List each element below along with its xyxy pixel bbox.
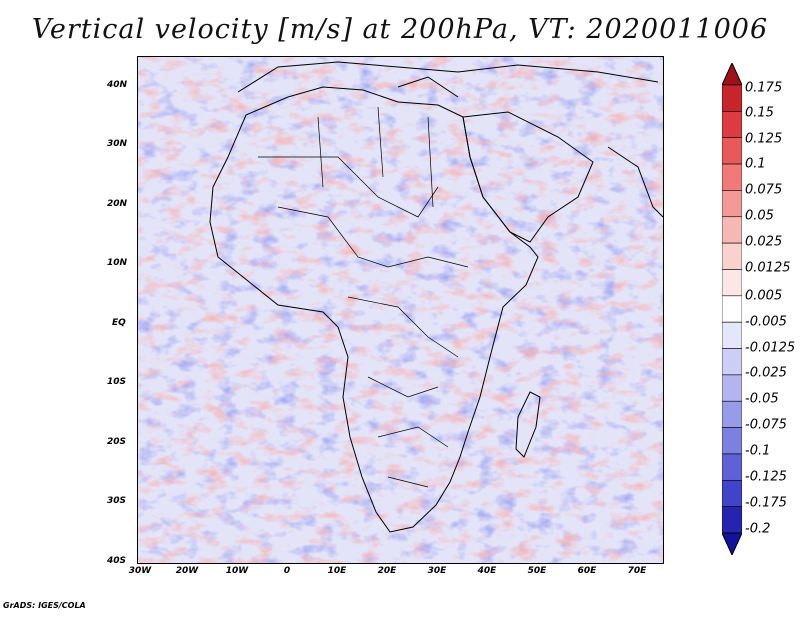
colorbar-label-6: 0.05: [745, 208, 774, 224]
country-borders: [258, 106, 469, 488]
lon-label-50e: 50E: [527, 566, 547, 576]
lon-label-10e: 10E: [327, 566, 347, 576]
colorbar-swatch: [722, 137, 742, 165]
coastlines: [209, 61, 663, 533]
lon-label-70e: 70E: [627, 566, 647, 576]
lon-label-0: 0: [283, 566, 291, 576]
lon-label-60e: 60E: [577, 566, 597, 576]
lat-label-10n: 10N: [107, 258, 128, 268]
india-coastline: [607, 146, 663, 218]
velocity-map: [137, 56, 664, 564]
colorbar-label-4: 0.1: [745, 156, 766, 172]
lat-label-30s: 30S: [107, 496, 127, 506]
map-title: Vertical velocity [m/s] at 200hPa, VT: 2…: [31, 14, 769, 45]
arabia-coastline: [462, 111, 594, 243]
colorbar-swatch: [722, 190, 742, 218]
lon-label-10w: 10W: [225, 566, 249, 576]
colorbar-label-9: 0.005: [745, 288, 783, 304]
lat-label-10s: 10S: [107, 377, 127, 387]
lon-label-20e: 20E: [377, 566, 397, 576]
lat-label-20s: 20S: [107, 437, 127, 447]
lat-label-eq: EQ: [112, 318, 126, 328]
colorbar-label-16: -0.125: [745, 469, 787, 485]
colorbar-swatch: [722, 242, 742, 270]
colorbar-swatch: [722, 453, 742, 481]
lat-label-20n: 20N: [107, 199, 128, 209]
africa-coastline: [209, 86, 539, 533]
colorbar-swatch: [722, 479, 742, 507]
colorbar-label-13: -0.05: [745, 391, 779, 407]
velocity-field: [138, 57, 663, 563]
colorbar-swatch: [722, 348, 742, 376]
colorbar-label-5: 0.075: [745, 182, 783, 198]
colorbar-label-15: -0.1: [745, 443, 771, 459]
colorbar-label-10: -0.005: [745, 314, 787, 330]
colorbar-swatch: [722, 427, 742, 455]
europe-coastline: [237, 61, 659, 98]
lon-label-30e: 30E: [427, 566, 447, 576]
colorbar-label-8: 0.0125: [745, 260, 791, 276]
lon-label-30w: 30W: [128, 566, 152, 576]
colorbar-label-1: 0.175: [745, 80, 783, 96]
colorbar-label-17: -0.175: [745, 495, 787, 511]
colorbar-swatch: [722, 216, 742, 244]
colorbar-label-12: -0.025: [745, 365, 787, 381]
colorbar-swatch: [722, 295, 742, 323]
colorbar-swatch: [722, 506, 742, 534]
colorbar-label-2: 0.15: [745, 105, 774, 121]
colorbar-swatch: [722, 400, 742, 428]
colorbar-swatch: [722, 111, 742, 139]
colorbar: [722, 63, 742, 555]
colorbar-label-18: -0.2: [745, 521, 771, 537]
colorbar-bottom-arrow: [722, 532, 742, 555]
field-texture: [138, 57, 663, 563]
colorbar-label-14: -0.075: [745, 417, 787, 433]
colorbar-label-3: 0.125: [745, 131, 783, 147]
colorbar-label-11: -0.0125: [745, 340, 796, 356]
lon-label-40e: 40E: [477, 566, 497, 576]
lat-label-30n: 30N: [107, 139, 128, 149]
lat-label-40n: 40N: [107, 80, 128, 90]
footer-credit: GrADS: IGES/COLA: [3, 601, 86, 610]
colorbar-swatch: [722, 163, 742, 191]
colorbar-swatch: [722, 269, 742, 297]
colorbar-label-7: 0.025: [745, 234, 783, 250]
colorbar-swatch: [722, 374, 742, 402]
madagascar-coastline: [515, 391, 541, 458]
lat-label-40s: 40S: [107, 556, 127, 566]
lon-label-20w: 20W: [175, 566, 199, 576]
colorbar-top-arrow: [722, 63, 742, 86]
colorbar-swatch: [722, 84, 742, 112]
colorbar-swatch: [722, 321, 742, 349]
